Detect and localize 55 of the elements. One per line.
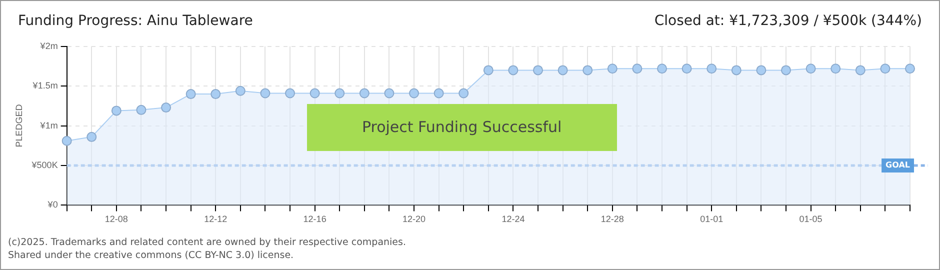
point bbox=[830, 64, 841, 74]
point bbox=[434, 88, 444, 98]
point bbox=[632, 64, 642, 74]
point bbox=[855, 65, 866, 76]
point bbox=[384, 88, 394, 98]
x-tick-label: 12-20 bbox=[402, 214, 426, 224]
chart-title: Funding Progress: Ainu Tableware bbox=[18, 13, 253, 29]
success-banner: Project Funding Successful bbox=[307, 104, 617, 152]
point bbox=[111, 106, 122, 116]
x-tick-label: 12-08 bbox=[104, 214, 128, 224]
point bbox=[607, 64, 618, 74]
point bbox=[334, 88, 345, 98]
point bbox=[508, 65, 518, 76]
y-tick-label: ¥500K bbox=[30, 160, 58, 170]
point bbox=[210, 89, 221, 100]
x-tick-label: 12-28 bbox=[600, 214, 624, 224]
point bbox=[86, 132, 97, 142]
point bbox=[260, 88, 270, 98]
x-tick-label: 12-24 bbox=[502, 214, 525, 224]
point bbox=[706, 64, 717, 74]
point bbox=[483, 65, 494, 76]
text: (c)2025. Trademarks and related content are owned by their respective companies. bbox=[8, 236, 406, 249]
x-tick-label: 01-05 bbox=[799, 214, 822, 224]
point bbox=[582, 65, 593, 76]
point bbox=[682, 64, 692, 74]
point bbox=[136, 104, 146, 115]
ref-line-label: GOAL bbox=[886, 160, 910, 170]
y-tick-label: ¥0 bbox=[46, 200, 58, 210]
y-tick-label: ¥2m bbox=[39, 40, 58, 51]
point bbox=[235, 86, 246, 96]
point bbox=[285, 88, 296, 98]
x-tick-label: 01-01 bbox=[700, 214, 724, 224]
point bbox=[905, 64, 915, 74]
y-tick-label: ¥1m bbox=[39, 120, 58, 130]
point bbox=[62, 136, 72, 146]
point bbox=[781, 65, 792, 76]
point bbox=[806, 64, 816, 74]
point bbox=[558, 65, 568, 76]
y-tick-label: ¥1.5m bbox=[32, 80, 58, 91]
point bbox=[731, 65, 742, 76]
chart-subtitle: Closed at: ¥1,723,309 / ¥500k (344%) bbox=[654, 13, 922, 29]
point bbox=[756, 65, 766, 76]
point bbox=[657, 64, 668, 74]
point bbox=[533, 65, 544, 76]
point bbox=[409, 88, 420, 98]
point bbox=[186, 89, 196, 100]
point bbox=[161, 102, 172, 113]
x-tick-label: 12-12 bbox=[204, 214, 228, 224]
y-axis-title: PLEDGED bbox=[14, 104, 24, 148]
point bbox=[458, 88, 469, 98]
x-tick-label: 12-16 bbox=[303, 214, 326, 224]
point bbox=[880, 64, 890, 74]
text: Shared under the creative commons (CC BY-NC 3.0) license. bbox=[8, 249, 295, 262]
point bbox=[359, 88, 370, 98]
point bbox=[310, 88, 320, 98]
